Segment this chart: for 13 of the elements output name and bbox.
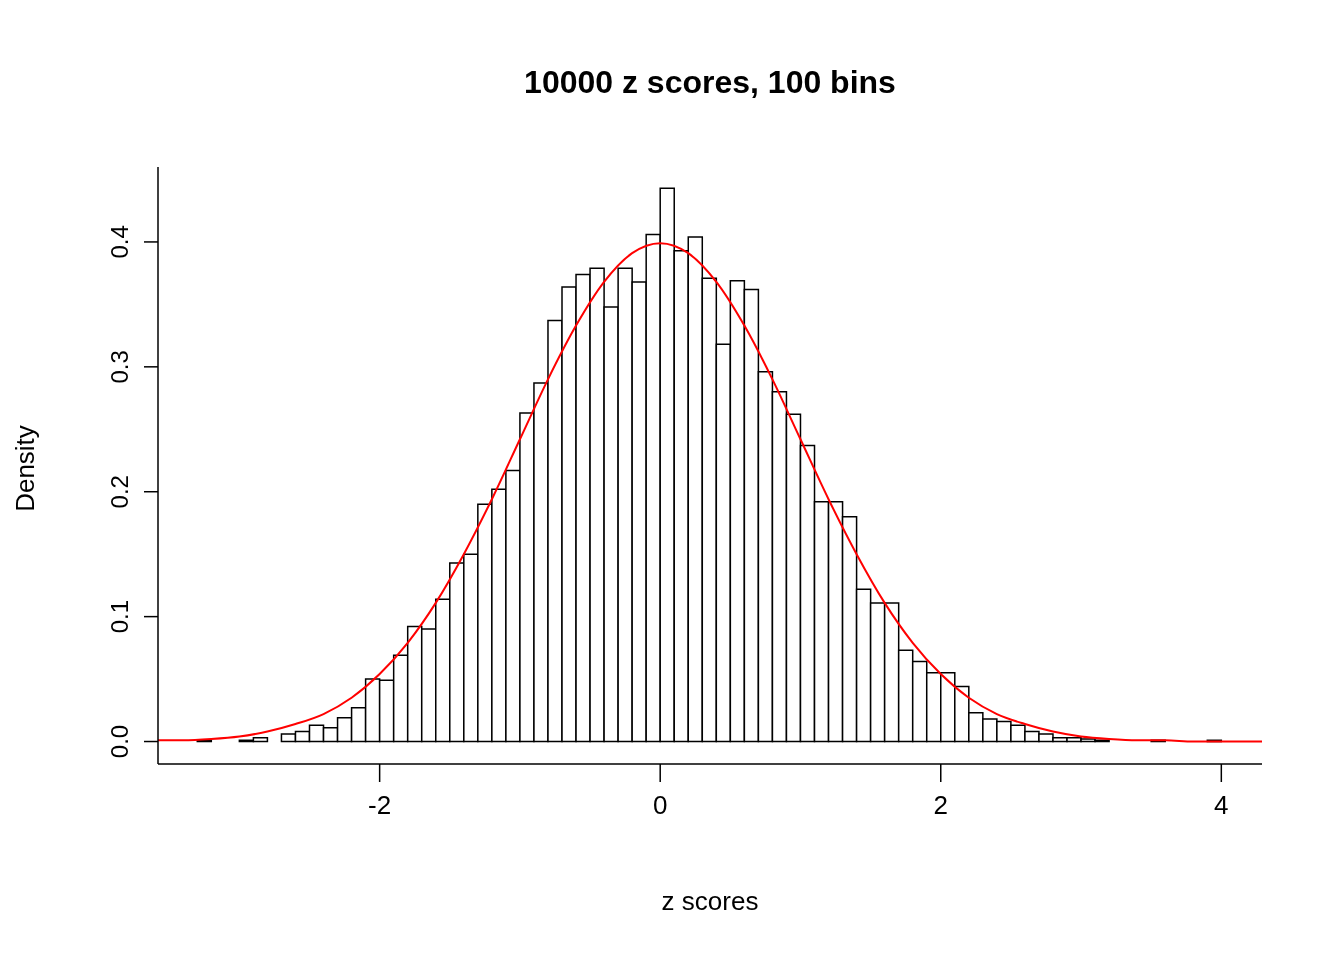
x-axis-title: z scores xyxy=(660,886,760,917)
y-tick-label: 0.1 xyxy=(106,599,133,634)
y-tick-label: 0.0 xyxy=(106,724,133,759)
x-tick-label: 4 xyxy=(1214,790,1229,821)
y-tick-label: 0.4 xyxy=(106,225,133,259)
x-tick-label: 0 xyxy=(652,790,668,821)
line-series xyxy=(158,242,1262,743)
y-tick-label: 0.2 xyxy=(106,475,133,509)
x-tick-label: 2 xyxy=(933,790,948,821)
y-tick-label: 0.3 xyxy=(106,350,133,384)
chart-title: 10000 z scores, 100 bins xyxy=(523,64,897,101)
x-tick-label: -2 xyxy=(368,790,392,821)
y-axis-title: Density xyxy=(9,424,41,514)
